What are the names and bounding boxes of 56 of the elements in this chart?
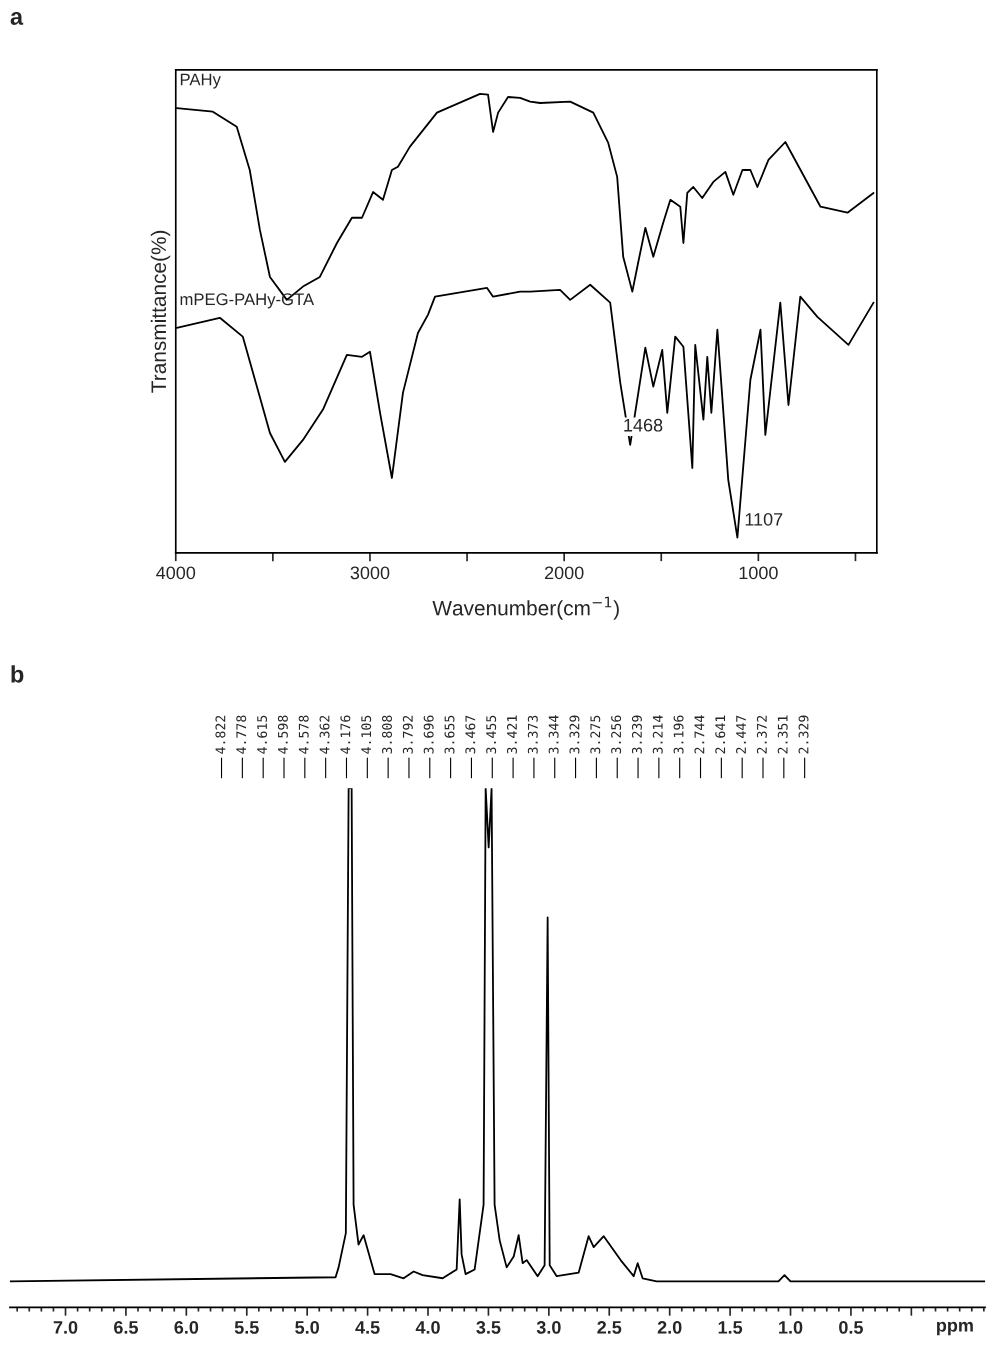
- text: 4.176: [340, 715, 351, 754]
- x-tick-label: 4.0: [415, 1321, 440, 1334]
- text: 2.372: [756, 715, 767, 754]
- text: 4.598: [277, 715, 288, 754]
- annotation: 1107: [745, 512, 783, 526]
- chart-title: a: [10, 11, 24, 25]
- text: 4.778: [236, 715, 247, 754]
- text: 3.808: [382, 715, 392, 754]
- text: 3.655: [444, 715, 455, 754]
- text: 3.467: [465, 715, 476, 754]
- x-tick-label: 1000: [739, 566, 778, 580]
- x-tick-label: 4.5: [355, 1321, 380, 1334]
- chart-title: b: [11, 665, 24, 683]
- x-tick-label: 3.5: [476, 1321, 501, 1334]
- x-tick-label: 5.5: [234, 1321, 259, 1334]
- text: 4.105: [361, 715, 372, 754]
- x-tick-label: 6.0: [174, 1321, 199, 1334]
- text: 3.792: [402, 715, 413, 754]
- text: 3.239: [631, 715, 642, 754]
- text: 2.351: [777, 715, 788, 754]
- text: 4.578: [298, 715, 309, 754]
- x-tick-label: 0.5: [839, 1321, 863, 1334]
- text: 4.822: [215, 715, 226, 754]
- x-tick-label: 6.5: [114, 1321, 138, 1334]
- text: 3.329: [569, 715, 580, 754]
- x-tick-label: 5.0: [295, 1321, 319, 1334]
- series-label: mPEG-PAHy-GTA: [180, 293, 315, 309]
- text: 4.362: [319, 715, 330, 754]
- series-label: PAHy: [180, 73, 221, 89]
- x-tick-label: 1.5: [718, 1321, 743, 1334]
- text: 3.196: [673, 715, 684, 754]
- text: 4.615: [257, 715, 268, 754]
- text: 2.329: [798, 715, 809, 754]
- text: 3.214: [652, 715, 663, 754]
- text: 2.641: [715, 715, 726, 754]
- text: 2.447: [736, 715, 746, 754]
- text: 3.421: [506, 715, 517, 754]
- text: 3.696: [423, 715, 434, 754]
- x-axis-title: Wavenumber(cm$^{−1}$): [432, 596, 619, 620]
- text: 3.455: [486, 715, 497, 754]
- x-tick-label: 2.5: [597, 1321, 622, 1334]
- x-tick-label: 3.0: [536, 1321, 561, 1334]
- text: 3.256: [611, 715, 622, 754]
- x-tick-label: 4000: [156, 566, 196, 580]
- text: 3.344: [548, 715, 559, 754]
- text: 3.373: [527, 715, 538, 754]
- text: 3.275: [590, 715, 601, 754]
- x-tick-label: 7.0: [53, 1321, 78, 1334]
- x-tick-label: 1.0: [779, 1321, 803, 1334]
- y-axis-title: Transmittance(%): [150, 230, 171, 393]
- annotation: 1468: [624, 418, 663, 432]
- x-tick-label: 2000: [544, 566, 584, 580]
- x-tick-label: 2.0: [657, 1321, 682, 1334]
- text: 2.744: [694, 715, 705, 754]
- x-axis-title: ppm: [937, 1321, 973, 1336]
- x-tick-label: 3000: [350, 566, 390, 580]
